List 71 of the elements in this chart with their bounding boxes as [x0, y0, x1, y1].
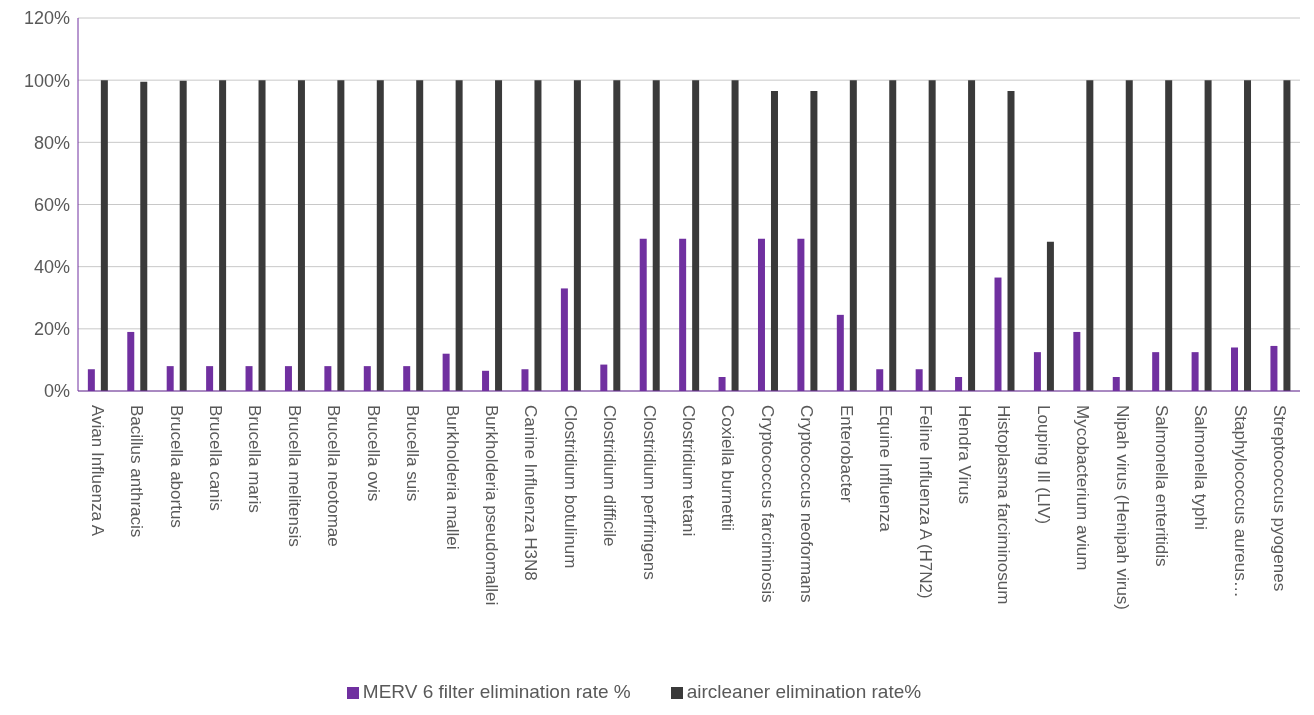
bar [534, 80, 542, 391]
x-tick-label: Brucella ovis [363, 405, 383, 502]
bar [297, 80, 305, 391]
bar [1046, 241, 1054, 391]
bar [770, 91, 778, 391]
bar [613, 80, 621, 391]
bar [1125, 80, 1133, 391]
bar [416, 80, 424, 391]
x-tick-label: Clostridium tetani [679, 405, 699, 537]
x-tick-label: Equine Influenza [876, 405, 896, 533]
bar [258, 80, 266, 391]
bar [1086, 80, 1094, 391]
bar [573, 80, 581, 391]
x-tick-label: Burkholderia mallei [442, 405, 462, 550]
x-tick-label: Burkholderia pseudomallei [481, 405, 501, 606]
bar [1007, 91, 1015, 391]
bar [140, 81, 148, 391]
x-tick-label: Clostridium perfringens [639, 405, 659, 580]
legend-label: aircleaner elimination rate% [686, 681, 922, 702]
bar [889, 80, 897, 391]
bar [337, 80, 345, 391]
bar [968, 80, 976, 391]
bar [455, 80, 463, 391]
x-tick-label: Brucella maris [245, 405, 265, 513]
x-tick-label: Salmonella enteritidis [1152, 405, 1172, 567]
x-tick-label: Coxiella burnettii [718, 405, 738, 531]
bar [928, 80, 936, 391]
x-tick-label: Brucella abortus [166, 405, 186, 528]
bar [849, 80, 857, 391]
x-tick-label: Histoplasma farciminosum [994, 405, 1014, 605]
bar [1204, 80, 1212, 391]
x-tick-label: Enterobacter [836, 405, 856, 503]
x-tick-label: Salmonella typhi [1191, 405, 1211, 530]
legend-label: MERV 6 filter elimination rate % [362, 681, 631, 702]
x-tick-label: Streptococcus pyogenes [1270, 405, 1290, 592]
x-tick-label: Mycobacterium avium [1073, 405, 1093, 571]
y-tick-label: 20% [33, 319, 70, 340]
x-tick-label: Brucella melitensis [284, 405, 304, 547]
x-tick-label: Avian Influenza A [87, 405, 107, 537]
bar [692, 80, 700, 391]
x-tick-label: Feline Influenza A (H7N2) [915, 405, 935, 599]
x-tick-label: Bacillus anthracis [127, 405, 147, 538]
y-tick-label: 60% [33, 194, 70, 215]
x-tick-label: Staphylococcus aureus… [1230, 405, 1250, 598]
x-tick-label: Brucella neotomae [324, 405, 344, 547]
x-tick-label: Canine Influenza H3N8 [521, 405, 541, 581]
x-tick-label: Clostridium botulinum [560, 405, 580, 569]
bar [1283, 80, 1291, 391]
bar [1244, 80, 1252, 391]
bar [495, 80, 503, 391]
x-tick-label: Clostridium difficile [600, 405, 620, 547]
bar [810, 91, 818, 391]
bar [219, 80, 227, 391]
y-tick-label: 40% [33, 257, 70, 278]
x-tick-label: Hendra Virus [954, 405, 974, 504]
bar [376, 80, 384, 391]
x-tick-label: Brucella canis [206, 405, 226, 511]
x-tick-label: Nipah virus (Henipah virus) [1112, 405, 1132, 611]
y-tick-label: 100% [23, 70, 70, 91]
x-tick-label: Cryptococcus neoformans [797, 405, 817, 603]
x-tick-label: Louping Ill (LIV) [1033, 405, 1053, 525]
bar [652, 80, 660, 391]
y-tick-label: 0% [43, 381, 70, 402]
x-tick-label: Brucella suis [403, 405, 423, 502]
bar [179, 80, 187, 391]
x-tick-label: Cryptococcus farciminosis [757, 405, 777, 603]
bar [100, 80, 108, 391]
bar [1165, 80, 1173, 391]
y-tick-label: 120% [23, 8, 70, 29]
bar [731, 80, 739, 391]
y-tick-label: 80% [33, 132, 70, 153]
